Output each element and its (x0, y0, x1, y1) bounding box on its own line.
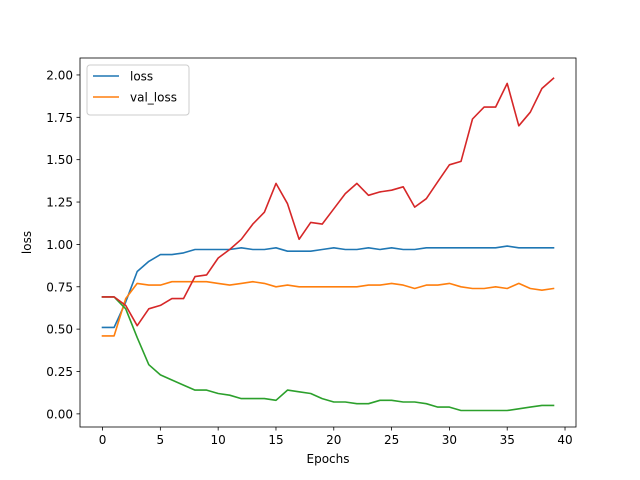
x-tick-label: 30 (442, 433, 457, 447)
y-tick-label: 1.75 (46, 111, 73, 125)
y-tick-label: 0.50 (46, 323, 73, 337)
legend: loss val_loss (86, 64, 190, 116)
x-axis-label: Epochs (307, 452, 350, 466)
axes-frame (79, 57, 577, 428)
x-tick-label: 25 (384, 433, 399, 447)
y-tick-label: 1.25 (46, 196, 73, 210)
y-axis-label: loss (20, 231, 34, 254)
y-tick-label: 0.75 (46, 280, 73, 294)
x-tick-label: 40 (557, 433, 572, 447)
series-line-loss (101, 245, 555, 329)
series-line-val-loss (101, 280, 555, 337)
x-tick-label: 20 (326, 433, 341, 447)
y-tick-label: 1.00 (46, 238, 73, 252)
x-tick-label: 35 (500, 433, 515, 447)
x-tick-label: 0 (99, 433, 107, 447)
plot-area (80, 58, 576, 427)
legend-box (86, 64, 190, 116)
axes-layer: 0 5 10 15 20 25 30 35 40 0.00 0.25 0.50 0.75 1.00 1.25… (46, 57, 577, 447)
series-line-unlabeled-3 (101, 77, 555, 327)
x-tick-label: 5 (157, 433, 165, 447)
legend-label-loss: loss (130, 70, 153, 84)
x-tick-label: 10 (211, 433, 226, 447)
x-tick-label: 15 (268, 433, 283, 447)
series-layer (101, 77, 555, 412)
legend-label-val-loss: val_loss (130, 91, 177, 105)
y-tick-label: 0.25 (46, 365, 73, 379)
y-tick-label: 0.00 (46, 407, 73, 421)
y-tick-label: 2.00 (46, 68, 73, 82)
series-line-unlabeled-2 (101, 296, 555, 412)
y-tick-label: 1.50 (46, 153, 73, 167)
